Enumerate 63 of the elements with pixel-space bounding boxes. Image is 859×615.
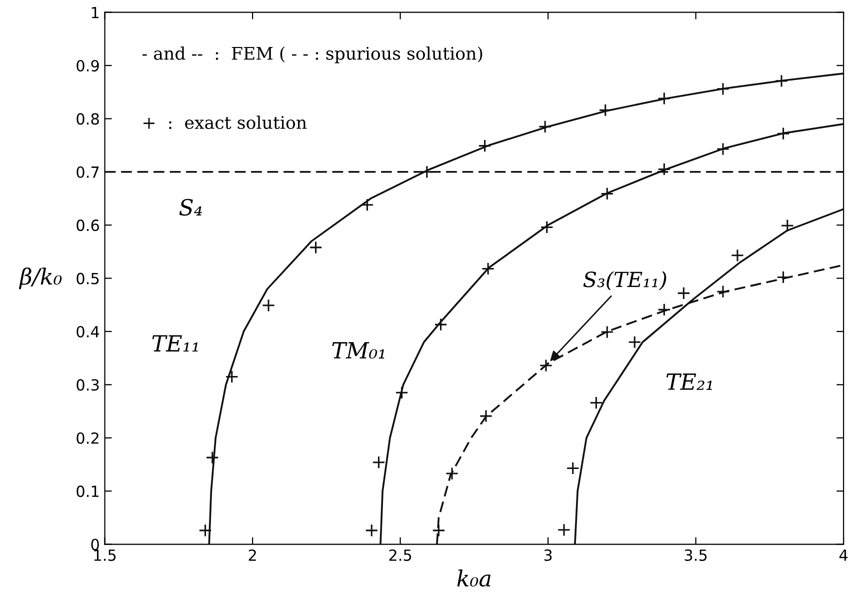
x-tick-label: 4 (839, 550, 848, 561)
point (658, 92, 671, 106)
annotation: - and -- : FEM ( - - : spurious solution) (142, 46, 482, 64)
y-tick-label: 0.2 (76, 432, 98, 444)
point (716, 285, 730, 298)
y-tick-label: 0.8 (76, 113, 99, 125)
point (658, 303, 671, 316)
point (481, 262, 495, 276)
point (198, 524, 212, 538)
point (372, 456, 386, 469)
x-tick-label: 1.5 (94, 550, 116, 561)
point (309, 240, 322, 254)
annotation: TM₀₁ (332, 342, 384, 359)
annotation: TE₂₁ (666, 374, 712, 390)
point (598, 104, 612, 117)
point (538, 120, 552, 134)
point (434, 318, 448, 332)
point (658, 162, 671, 176)
point (539, 358, 553, 372)
ref-line-label: S₄ (179, 198, 202, 216)
point (628, 336, 642, 349)
y-tick-label: 0.3 (76, 379, 99, 391)
y-tick-label: 0.5 (76, 272, 99, 284)
point (262, 298, 276, 312)
point (716, 142, 730, 156)
point (432, 524, 446, 538)
point (780, 219, 794, 232)
point (360, 198, 374, 212)
point (365, 524, 378, 538)
y-tick-label: 0.4 (76, 326, 100, 338)
y-tick-label: 0.9 (76, 60, 99, 72)
series-label: S₃(TE₁₁) (583, 271, 666, 290)
x-tick-label: 3.5 (684, 549, 707, 561)
y-tick-label: 0.1 (76, 486, 99, 498)
y-tick-label: 1 (92, 6, 99, 18)
y-tick-label: 0.7 (76, 166, 99, 178)
point (540, 220, 554, 234)
y-axis-title: β/k₀ (18, 267, 62, 290)
point (776, 127, 790, 140)
point (225, 370, 238, 384)
point (776, 270, 790, 284)
x-tick-label: 2 (248, 549, 256, 561)
point (445, 466, 459, 480)
x-tick-label: 2.5 (389, 549, 412, 561)
point (478, 139, 492, 152)
point (774, 74, 788, 88)
point (677, 286, 690, 300)
annotation: TE₁₁ (152, 335, 198, 352)
y-tick-label: 0 (91, 538, 99, 550)
point (590, 396, 603, 410)
y-tick-label: 0.6 (76, 220, 99, 232)
point (716, 82, 730, 96)
point (395, 386, 408, 400)
point (600, 325, 614, 339)
point (566, 462, 580, 475)
point (557, 523, 571, 536)
point (206, 450, 219, 464)
point (479, 409, 493, 423)
point (730, 248, 744, 262)
annotation: + : exact solution (144, 116, 307, 130)
x-tick-label: 3 (544, 549, 552, 561)
point (600, 187, 614, 200)
x-axis-title: k₀a (457, 569, 490, 587)
